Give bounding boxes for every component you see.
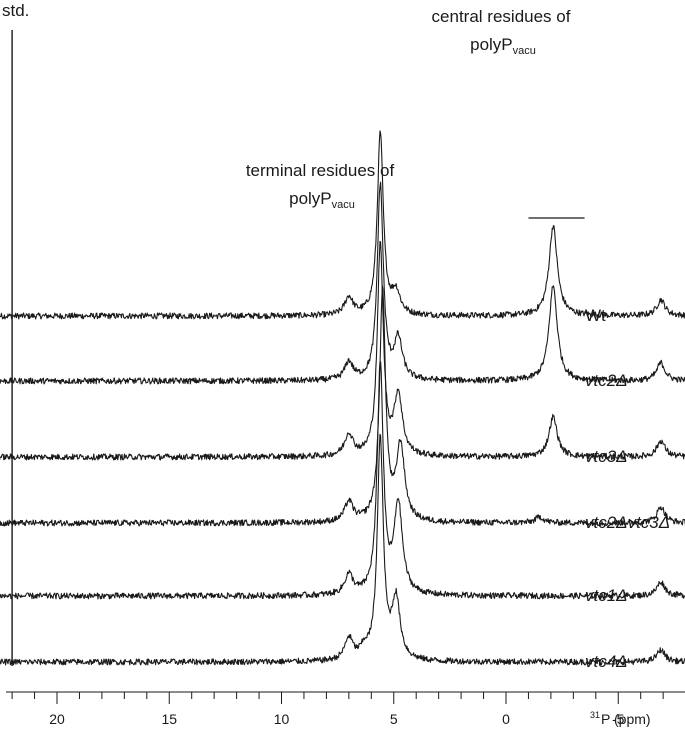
spectrum-trace-1: [0, 181, 685, 385]
terminal-vacu-subscript: vacu: [332, 199, 355, 211]
x-tick-label: 5: [390, 711, 398, 727]
x-tick-label: 0: [502, 711, 510, 727]
x-tick-label: 10: [274, 711, 290, 727]
spectrum-trace-5: [0, 433, 685, 666]
x-tick-label: -5: [612, 711, 625, 727]
series-label-0: Wt: [585, 306, 606, 325]
central-annotation-line1: central residues of: [432, 7, 571, 26]
x-axis-label-main: P (ppm): [601, 711, 651, 727]
series-label-3: vtc2Δvtc3Δ: [585, 513, 670, 532]
x-tick-label: 15: [161, 711, 177, 727]
central-vacu-subscript: vacu: [513, 45, 536, 57]
spectrum-trace-2: [0, 240, 685, 461]
x-axis-label-superscript: 31: [590, 710, 600, 720]
terminal-annotation-line2: polyPvacu: [289, 189, 355, 211]
std-label: std.: [2, 1, 29, 20]
spectrum-trace-4: [0, 361, 685, 600]
spectrum-traces: [0, 130, 685, 666]
series-label-5: vtc4Δ: [585, 652, 628, 671]
terminal-annotation-line1: terminal residues of: [246, 161, 395, 180]
x-axis-label: 31P (ppm): [590, 710, 651, 727]
central-polyp-text: polyP: [470, 35, 513, 54]
spectrum-trace-0: [0, 130, 685, 320]
x-tick-label: 20: [49, 711, 65, 727]
series-label-2: vtc3Δ: [585, 447, 628, 466]
series-label-4: vtc1Δ: [585, 586, 628, 605]
terminal-polyp-text: polyP: [289, 189, 332, 208]
central-annotation-line2: polyPvacu: [470, 35, 536, 57]
x-axis-ticks: [11, 692, 664, 704]
spectrum-trace-3: [0, 285, 685, 527]
series-label-1: vtc2Δ: [585, 371, 628, 390]
